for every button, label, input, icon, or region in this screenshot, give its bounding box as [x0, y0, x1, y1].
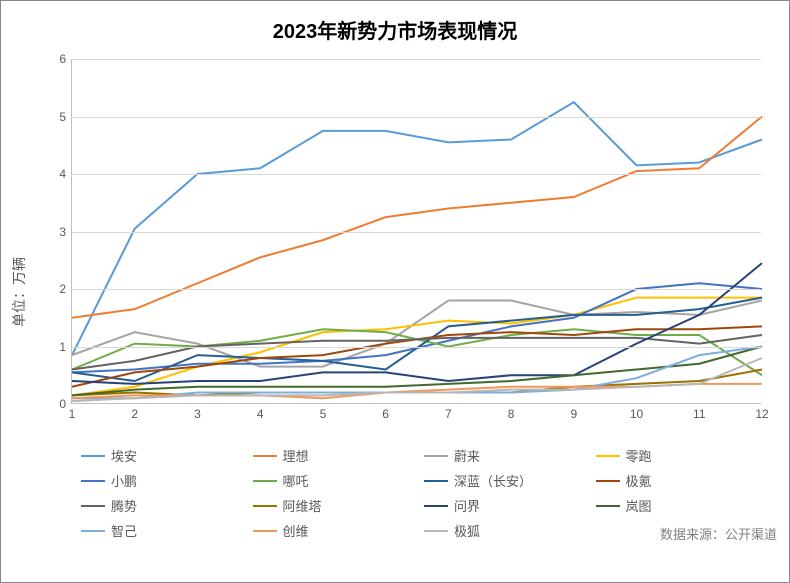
- legend-label: 腾势: [111, 496, 137, 515]
- grid-line: [72, 232, 761, 233]
- legend-item: 阿维塔: [253, 496, 417, 515]
- legend-item: 蔚来: [424, 446, 588, 465]
- y-tick-label: 2: [59, 282, 72, 296]
- legend-label: 蔚来: [454, 446, 480, 465]
- data-source-label: 数据来源：公开渠道: [660, 524, 777, 543]
- x-tick-label: 8: [508, 403, 515, 421]
- legend-swatch: [424, 530, 448, 532]
- legend-item: 创维: [253, 521, 417, 540]
- x-tick-label: 10: [630, 403, 643, 421]
- legend-label: 极狐: [454, 521, 480, 540]
- y-tick-label: 4: [59, 167, 72, 181]
- legend-label: 哪吒: [283, 471, 309, 490]
- x-tick-label: 2: [131, 403, 138, 421]
- legend-item: 智己: [81, 521, 245, 540]
- legend-item: 极狐: [424, 521, 588, 540]
- chart-container: 2023年新势力市场表现情况 单位：万辆 0123456123456789101…: [0, 0, 790, 583]
- legend-label: 极氪: [626, 471, 652, 490]
- legend-swatch: [596, 455, 620, 457]
- grid-line: [72, 59, 761, 60]
- x-tick-label: 9: [570, 403, 577, 421]
- legend-swatch: [81, 480, 105, 482]
- x-tick-label: 12: [755, 403, 768, 421]
- grid-line: [72, 347, 761, 348]
- legend-swatch: [596, 480, 620, 482]
- legend-swatch: [81, 505, 105, 507]
- x-tick-label: 1: [69, 403, 76, 421]
- legend-item: 腾势: [81, 496, 245, 515]
- legend-label: 阿维塔: [283, 496, 322, 515]
- x-tick-label: 3: [194, 403, 201, 421]
- plot-area: 0123456123456789101112: [71, 59, 761, 404]
- legend-item: 问界: [424, 496, 588, 515]
- grid-line: [72, 174, 761, 175]
- legend-swatch: [424, 455, 448, 457]
- legend-label: 岚图: [626, 496, 652, 515]
- x-tick-label: 11: [693, 403, 705, 421]
- x-tick-label: 4: [257, 403, 264, 421]
- legend-label: 问界: [454, 496, 480, 515]
- legend-label: 深蓝（长安）: [454, 471, 532, 490]
- legend-swatch: [424, 505, 448, 507]
- legend-swatch: [596, 505, 620, 507]
- y-tick-label: 5: [59, 110, 72, 124]
- x-tick-label: 6: [382, 403, 389, 421]
- legend-swatch: [253, 530, 277, 532]
- legend-swatch: [253, 455, 277, 457]
- grid-line: [72, 289, 761, 290]
- legend-item: 小鹏: [81, 471, 245, 490]
- legend-label: 小鹏: [111, 471, 137, 490]
- y-tick-label: 1: [59, 340, 72, 354]
- legend-label: 理想: [283, 446, 309, 465]
- legend-label: 零跑: [626, 446, 652, 465]
- series-line: [72, 102, 762, 355]
- legend-item: 理想: [253, 446, 417, 465]
- y-tick-label: 3: [59, 225, 72, 239]
- legend-swatch: [253, 480, 277, 482]
- series-line: [72, 283, 762, 372]
- legend-swatch: [81, 455, 105, 457]
- legend-item: 零跑: [596, 446, 760, 465]
- legend-item: 深蓝（长安）: [424, 471, 588, 490]
- grid-line: [72, 117, 761, 118]
- chart-title: 2023年新势力市场表现情况: [1, 1, 789, 44]
- legend-swatch: [253, 505, 277, 507]
- legend-item: 岚图: [596, 496, 760, 515]
- legend-label: 创维: [283, 521, 309, 540]
- legend-label: 埃安: [111, 446, 137, 465]
- legend-item: 哪吒: [253, 471, 417, 490]
- legend-label: 智己: [111, 521, 137, 540]
- legend-swatch: [424, 480, 448, 482]
- legend-swatch: [81, 530, 105, 532]
- x-tick-label: 5: [320, 403, 327, 421]
- legend-item: 极氪: [596, 471, 760, 490]
- y-axis-title: 单位：万辆: [9, 257, 29, 327]
- legend: 埃安 理想 蔚来 零跑小鹏 哪吒 深蓝（长安） 极氪腾势 阿维塔 问界 岚图智己 创维 极狐: [81, 446, 759, 540]
- y-tick-label: 6: [59, 52, 72, 66]
- x-tick-label: 7: [445, 403, 452, 421]
- legend-item: 埃安: [81, 446, 245, 465]
